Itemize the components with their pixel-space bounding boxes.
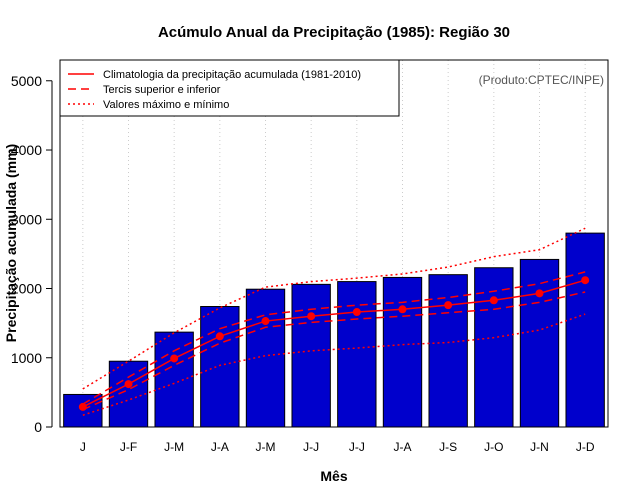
climatology-point [398, 305, 407, 314]
y-axis-label: Precipitação acumulada (mm) [3, 144, 19, 342]
x-tick-label: J-M [164, 440, 184, 454]
legend-box [59, 59, 400, 117]
x-tick-label: J-S [439, 440, 457, 454]
x-tick-label: J-A [394, 440, 412, 454]
y-tick-label: 0 [34, 419, 42, 435]
lines [78, 227, 590, 416]
bar [565, 232, 605, 428]
tercile-line [82, 271, 586, 405]
chart-title: Acúmulo Anual da Precipitação (1985): Re… [158, 24, 510, 41]
y-tick-label: 5000 [11, 73, 42, 89]
y-tick-label: 4000 [11, 142, 42, 158]
climatology-point [307, 312, 316, 321]
y-tick-label: 3000 [11, 211, 42, 227]
legend: Climatologia da precipitação acumulada (… [59, 59, 400, 117]
bar [474, 267, 514, 428]
bars [63, 232, 605, 428]
bar [428, 274, 468, 428]
bar [519, 258, 560, 428]
x-tick-label: J-O [484, 440, 503, 454]
y-tick-label: 1000 [11, 350, 42, 366]
climatology-point [215, 332, 224, 341]
climatology-line [82, 279, 586, 408]
climatology-point [444, 301, 453, 310]
bar [337, 281, 377, 428]
bar [291, 283, 331, 428]
climatology-point [261, 317, 270, 326]
climatology-point [352, 308, 361, 317]
bar [382, 276, 423, 428]
legend-label-extremes: Valores máximo e mínimo [103, 99, 229, 111]
y-axis: 0 1000 2000 3000 4000 5000 [11, 73, 53, 435]
x-tick-label: J-F [120, 440, 137, 454]
x-tick-label: J-J [303, 440, 319, 454]
x-tick-label: J-J [349, 440, 365, 454]
x-tick-label: J-A [211, 440, 229, 454]
y-tick-label: 2000 [11, 281, 42, 297]
source-note: (Produto:CPTEC/INPE) [479, 73, 604, 87]
bar [108, 360, 149, 428]
x-tick-label: J-D [576, 440, 595, 454]
bar [200, 306, 240, 428]
bar [245, 288, 286, 428]
legend-label-climatology: Climatologia da precipitação acumulada (… [103, 69, 361, 81]
tercile-line [82, 291, 586, 411]
x-tick-label: J-N [530, 440, 549, 454]
x-tick-label: J [80, 440, 86, 454]
climatology-point [170, 354, 179, 363]
climatology-point [489, 296, 498, 305]
extreme-line [82, 313, 586, 416]
legend-label-terciles: Tercis superior e inferior [103, 84, 221, 96]
x-axis: J J-F J-M J-A J-M J-J J-J J-A J-S J-O J-N J-D [80, 440, 595, 454]
climatology-point [124, 380, 133, 389]
x-axis-label: Mês [320, 468, 347, 484]
x-tick-label: J-M [256, 440, 276, 454]
climatology-point [581, 276, 590, 285]
climatology-point [535, 289, 544, 298]
bar [154, 331, 194, 428]
